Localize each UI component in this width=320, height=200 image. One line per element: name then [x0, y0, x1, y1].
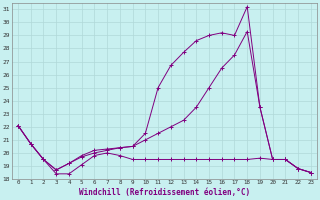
- X-axis label: Windchill (Refroidissement éolien,°C): Windchill (Refroidissement éolien,°C): [79, 188, 250, 197]
